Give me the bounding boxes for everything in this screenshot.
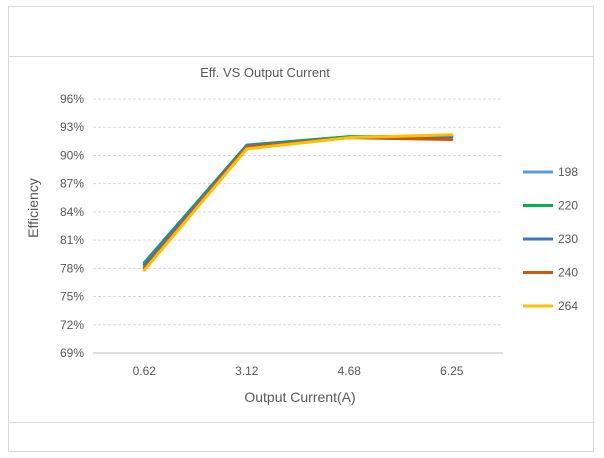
x-tick-label: 0.62 bbox=[133, 364, 157, 378]
y-tick-label: 87% bbox=[60, 177, 84, 191]
y-tick-label: 93% bbox=[60, 120, 84, 134]
gridlines bbox=[93, 98, 503, 354]
x-axis-label: Output Current(A) bbox=[244, 389, 355, 405]
series-lines bbox=[142, 133, 454, 272]
y-tick-label: 69% bbox=[60, 346, 84, 360]
y-tick-label: 84% bbox=[60, 205, 84, 219]
y-tick-label: 78% bbox=[60, 261, 84, 275]
legend-label: 240 bbox=[558, 266, 578, 280]
x-tick-labels: 0.62 3.12 4.68 6.25 bbox=[133, 364, 464, 378]
x-tick-label: 6.25 bbox=[440, 364, 464, 378]
legend-label: 230 bbox=[558, 232, 578, 246]
top-divider bbox=[8, 56, 594, 57]
y-tick-label: 75% bbox=[60, 290, 84, 304]
chart-frame bbox=[8, 6, 594, 452]
chart-title: Eff. VS Output Current bbox=[200, 65, 330, 80]
x-tick-label: 3.12 bbox=[235, 364, 259, 378]
legend-label: 220 bbox=[558, 199, 578, 213]
series-line-264 bbox=[142, 133, 454, 272]
y-axis-label: Efficiency bbox=[25, 178, 41, 238]
x-tick-label: 4.68 bbox=[338, 364, 362, 378]
y-tick-label: 72% bbox=[60, 318, 84, 332]
bottom-divider bbox=[8, 422, 594, 423]
legend-label: 264 bbox=[558, 299, 578, 313]
y-tick-label: 96% bbox=[60, 92, 84, 106]
y-tick-labels: 96% 93% 90% 87% 84% 81% 78% 75% 72% 69% bbox=[60, 92, 84, 360]
series-line-240 bbox=[142, 136, 454, 270]
legend-label: 198 bbox=[558, 165, 578, 179]
legend: 198 220 230 240 264 bbox=[523, 165, 578, 313]
y-tick-label: 81% bbox=[60, 233, 84, 247]
y-tick-label: 90% bbox=[60, 148, 84, 162]
